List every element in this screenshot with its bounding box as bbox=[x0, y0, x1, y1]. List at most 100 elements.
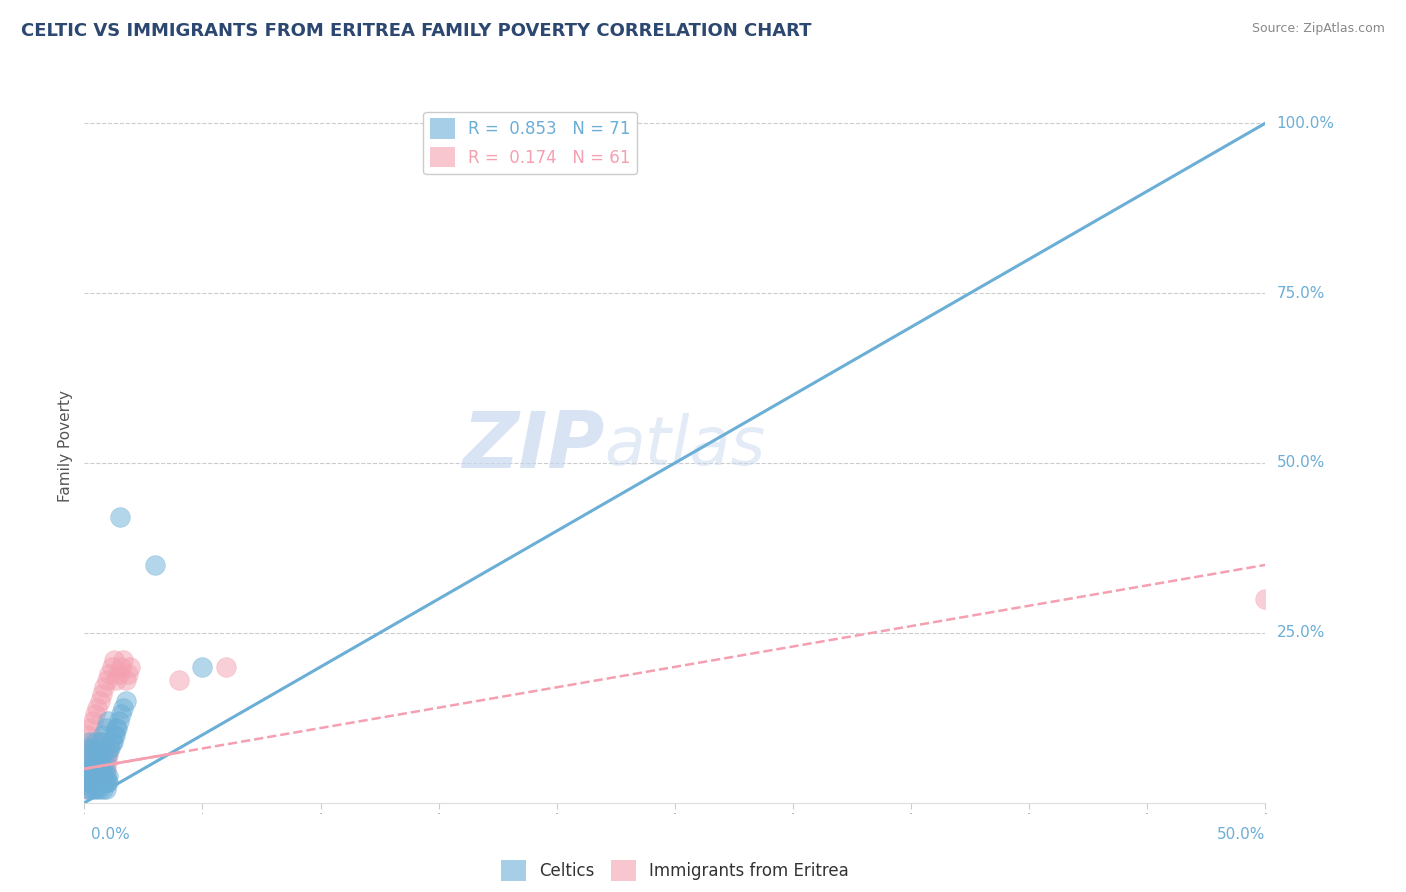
Point bbox=[76, 741, 98, 756]
Point bbox=[94, 721, 117, 735]
Point bbox=[89, 755, 111, 769]
Point bbox=[83, 769, 105, 783]
Point bbox=[93, 755, 115, 769]
Point bbox=[94, 782, 117, 797]
Point bbox=[82, 714, 104, 729]
Point bbox=[93, 775, 115, 789]
Point bbox=[93, 775, 115, 789]
Point bbox=[107, 721, 129, 735]
Point bbox=[110, 707, 132, 722]
Point bbox=[83, 762, 105, 776]
Text: 25.0%: 25.0% bbox=[1277, 625, 1324, 640]
Point bbox=[91, 769, 114, 783]
Point bbox=[87, 762, 110, 776]
Point bbox=[77, 775, 100, 789]
Point bbox=[96, 755, 118, 769]
Point bbox=[94, 769, 117, 783]
Point bbox=[93, 769, 115, 783]
Point bbox=[87, 741, 110, 756]
Point bbox=[79, 775, 101, 789]
Point bbox=[104, 728, 127, 742]
Point bbox=[84, 762, 107, 776]
Point bbox=[94, 741, 117, 756]
Point bbox=[90, 762, 112, 776]
Point bbox=[167, 673, 190, 688]
Point bbox=[98, 741, 121, 756]
Point bbox=[100, 660, 122, 674]
Point bbox=[84, 782, 107, 797]
Point bbox=[86, 748, 108, 763]
Point bbox=[82, 782, 104, 797]
Point bbox=[77, 769, 100, 783]
Point bbox=[89, 741, 111, 756]
Point bbox=[79, 762, 101, 776]
Point bbox=[83, 734, 105, 748]
Point bbox=[97, 769, 120, 783]
Point bbox=[77, 755, 100, 769]
Text: 50.0%: 50.0% bbox=[1277, 456, 1324, 470]
Point bbox=[110, 660, 132, 674]
Text: 50.0%: 50.0% bbox=[1218, 827, 1265, 841]
Point bbox=[83, 741, 105, 756]
Point bbox=[82, 741, 104, 756]
Text: atlas: atlas bbox=[605, 413, 765, 479]
Point bbox=[82, 755, 104, 769]
Point bbox=[76, 782, 98, 797]
Y-axis label: Family Poverty: Family Poverty bbox=[58, 390, 73, 502]
Point bbox=[80, 762, 103, 776]
Point bbox=[84, 769, 107, 783]
Point bbox=[89, 775, 111, 789]
Point bbox=[96, 741, 118, 756]
Point bbox=[86, 700, 108, 714]
Point bbox=[105, 721, 128, 735]
Point bbox=[80, 741, 103, 756]
Point bbox=[91, 769, 114, 783]
Point bbox=[86, 769, 108, 783]
Point bbox=[77, 769, 100, 783]
Point bbox=[93, 748, 115, 763]
Point bbox=[79, 721, 101, 735]
Point bbox=[114, 694, 136, 708]
Point bbox=[80, 769, 103, 783]
Point bbox=[94, 762, 117, 776]
Point bbox=[77, 769, 100, 783]
Point bbox=[97, 748, 120, 763]
Point bbox=[82, 755, 104, 769]
Point bbox=[86, 775, 108, 789]
Point bbox=[1254, 591, 1277, 606]
Point bbox=[86, 775, 108, 789]
Point bbox=[87, 782, 110, 797]
Point bbox=[86, 748, 108, 763]
Point bbox=[76, 782, 98, 797]
Point bbox=[77, 734, 100, 748]
Point bbox=[103, 728, 125, 742]
Point bbox=[87, 769, 110, 783]
Point bbox=[80, 748, 103, 763]
Point bbox=[84, 707, 107, 722]
Point bbox=[75, 775, 97, 789]
Point bbox=[90, 769, 112, 783]
Point bbox=[90, 762, 112, 776]
Text: 0.0%: 0.0% bbox=[91, 827, 131, 841]
Point bbox=[76, 741, 98, 756]
Point bbox=[84, 734, 107, 748]
Point bbox=[96, 775, 118, 789]
Point bbox=[91, 728, 114, 742]
Point bbox=[100, 734, 122, 748]
Point bbox=[91, 748, 114, 763]
Text: ZIP: ZIP bbox=[461, 408, 605, 484]
Point bbox=[117, 666, 139, 681]
Point bbox=[112, 653, 135, 667]
Point bbox=[101, 734, 124, 748]
Point bbox=[79, 762, 101, 776]
Point bbox=[82, 775, 104, 789]
Point bbox=[114, 673, 136, 688]
Point bbox=[89, 775, 111, 789]
Point bbox=[90, 734, 112, 748]
Point bbox=[91, 775, 114, 789]
Point bbox=[84, 762, 107, 776]
Legend: Celtics, Immigrants from Eritrea: Celtics, Immigrants from Eritrea bbox=[494, 854, 856, 888]
Point bbox=[107, 666, 129, 681]
Point bbox=[107, 714, 129, 729]
Point bbox=[84, 775, 107, 789]
